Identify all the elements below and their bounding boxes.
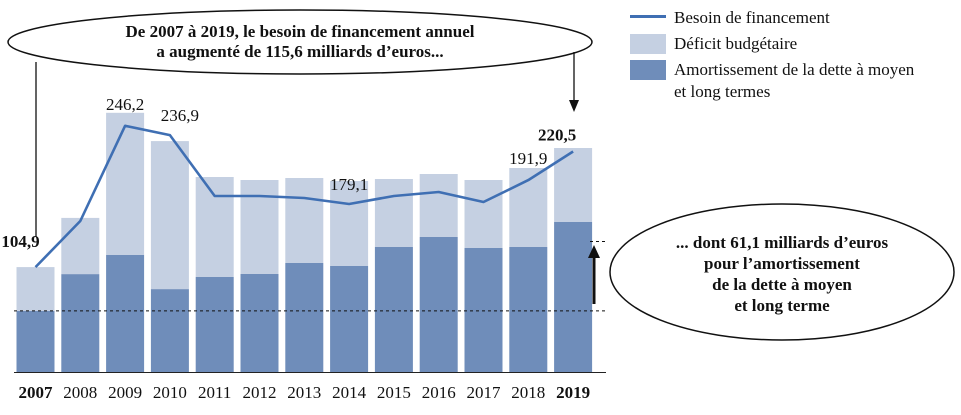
data-label-2019: 220,5: [538, 126, 576, 145]
bar-amortissement-2012: [240, 274, 279, 372]
bar-amortissement-2016: [419, 237, 458, 372]
bar-deficit-2016: [419, 174, 458, 237]
bar-amortissement-2018: [509, 247, 548, 372]
callout-right-line: de la dette à moyen: [712, 275, 852, 294]
data-label-2018: 191,9: [509, 149, 547, 168]
bar-deficit-2014: [330, 181, 369, 266]
legend-item-line: Besoin de financement: [628, 4, 958, 30]
bar-deficit-2009: [106, 112, 145, 255]
x-tick-label-2016: 2016: [422, 383, 456, 402]
x-tick-label-2010: 2010: [153, 383, 187, 402]
callout-right-text: ... dont 61,1 milliards d’euros pour l’a…: [612, 232, 952, 316]
annotation-group: [7, 9, 955, 341]
bar-amortissement-2011: [195, 277, 234, 372]
data-label-2014: 179,1: [330, 175, 368, 194]
callout-top-ellipse: [7, 9, 593, 75]
bar-deficit-2008: [61, 217, 100, 275]
bar-amortissement-2017: [464, 248, 503, 372]
bar-amortissement-2019: [554, 222, 593, 372]
bar-amortissement-2007: [16, 310, 55, 372]
x-tick-label-2014: 2014: [332, 383, 367, 402]
arrow-down-2019: [569, 100, 579, 112]
bar-amortissement-2014: [330, 266, 369, 372]
bar-deficit-2013: [285, 178, 324, 263]
legend-swatch-deficit: [630, 34, 666, 54]
bar-amortissement-2008: [61, 274, 100, 372]
bar-deficit-2011: [195, 177, 234, 277]
callout-right-line: et long terme: [734, 296, 830, 315]
x-tick-label-2015: 2015: [377, 383, 411, 402]
bracket-arrow-head: [588, 245, 600, 258]
data-label-2010: 236,9: [161, 106, 199, 125]
bar-amortissement-2010: [150, 289, 189, 372]
bar-deficit-2015: [374, 179, 413, 247]
callout-top-line: De 2007 à 2019, le besoin de financement…: [125, 22, 475, 41]
callout-right-line: pour l’amortissement: [704, 254, 860, 273]
legend-label: Amortissement de la dette à moyen et lon…: [674, 60, 915, 101]
legend-swatch-amortissement: [630, 60, 666, 80]
x-tick-label-2007: 2007: [19, 383, 54, 402]
legend-swatch-line: [630, 15, 666, 18]
data-label-2009: 246,2: [106, 95, 144, 114]
line-besoin-de-financement: [34, 124, 574, 269]
callout-top-text: De 2007 à 2019, le besoin de financement…: [30, 22, 570, 62]
x-tick-label-2008: 2008: [63, 383, 97, 402]
bar-deficit-2010: [150, 141, 189, 290]
x-tick-labels-group: 2007 2008 2009 2010 2011 2012 2013 2014 2015 2016…: [19, 383, 591, 402]
bar-amortissement-2013: [285, 263, 324, 372]
x-tick-label-2018: 2018: [511, 383, 545, 402]
legend-label: Besoin de financement: [674, 8, 830, 27]
bar-deficit-2007: [16, 267, 55, 311]
legend-label: Déficit budgétaire: [674, 34, 798, 53]
x-tick-label-2017: 2017: [467, 383, 502, 402]
data-labels-group: 104,9 246,2 236,9 179,1 191,9 220,5: [1, 95, 576, 251]
callout-right-ellipse: [609, 203, 955, 341]
callout-right-line: ... dont 61,1 milliards d’euros: [675, 233, 889, 252]
callout-top-line: a augmenté de 115,6 milliards d’euros...: [156, 42, 444, 61]
legend-item-deficit: Déficit budgétaire: [628, 30, 958, 56]
bar-deficit-2017: [464, 180, 503, 248]
x-tick-label-2011: 2011: [198, 383, 231, 402]
x-tick-label-2019: 2019: [556, 383, 590, 402]
bar-amortissement-2009: [106, 254, 145, 372]
x-tick-label-2009: 2009: [108, 383, 142, 402]
legend-item-amortissement: Amortissement de la dette à moyen et lon…: [628, 56, 958, 106]
line-group: [34, 124, 574, 269]
x-tick-label-2013: 2013: [287, 383, 321, 402]
bar-amortissement-2015: [374, 247, 413, 372]
bar-deficit-2012: [240, 180, 279, 274]
x-tick-label-2012: 2012: [243, 383, 277, 402]
legend: Besoin de financement Déficit budgétaire…: [628, 4, 958, 106]
bars-group: [14, 112, 606, 373]
data-label-2007: 104,9: [1, 232, 39, 251]
